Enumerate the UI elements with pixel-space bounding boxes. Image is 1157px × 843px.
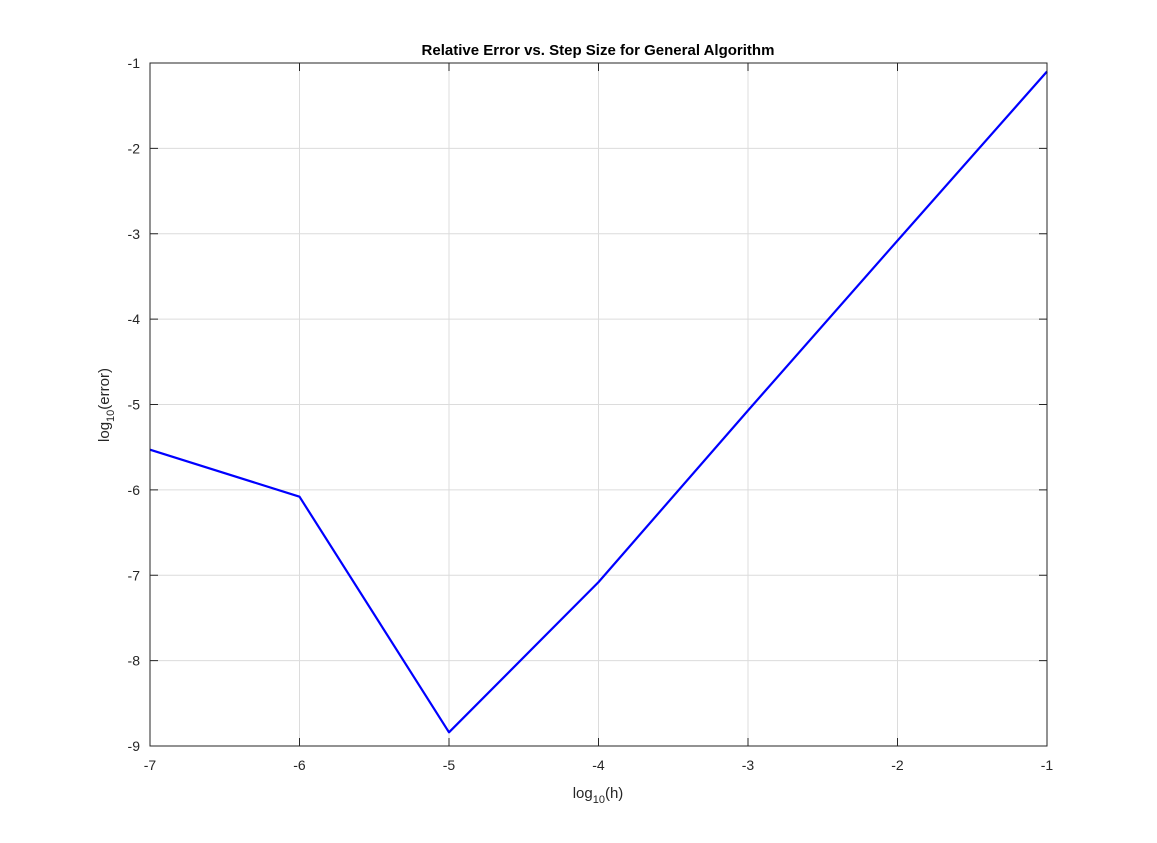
y-axis-label-main: log <box>96 422 113 442</box>
y-tick-label: -3 <box>128 226 141 242</box>
y-tick-label: -6 <box>128 482 141 498</box>
y-tick-label: -8 <box>128 653 141 669</box>
y-axis-label-subscript: 10 <box>105 410 117 422</box>
y-tick-label: -4 <box>128 311 141 327</box>
y-tick-label: -9 <box>128 738 141 754</box>
x-tick-label: -2 <box>891 757 904 773</box>
x-axis-label-rest: (h) <box>605 785 623 802</box>
x-tick-label: -3 <box>742 757 755 773</box>
y-tick-label: -2 <box>128 140 141 156</box>
x-axis-label-main: log <box>573 785 593 802</box>
x-tick-label: -1 <box>1041 757 1054 773</box>
x-tick-label: -4 <box>592 757 605 773</box>
y-tick-label: -1 <box>128 55 141 71</box>
y-tick-label: -5 <box>128 397 141 413</box>
y-tick-label: -7 <box>128 567 141 583</box>
x-axis-label-subscript: 10 <box>593 794 605 806</box>
y-axis-label-rest: (error) <box>96 368 113 410</box>
chart-title: Relative Error vs. Step Size for General… <box>422 42 775 59</box>
x-tick-label: -7 <box>144 757 157 773</box>
x-tick-label: -6 <box>293 757 306 773</box>
x-tick-label: -5 <box>443 757 456 773</box>
